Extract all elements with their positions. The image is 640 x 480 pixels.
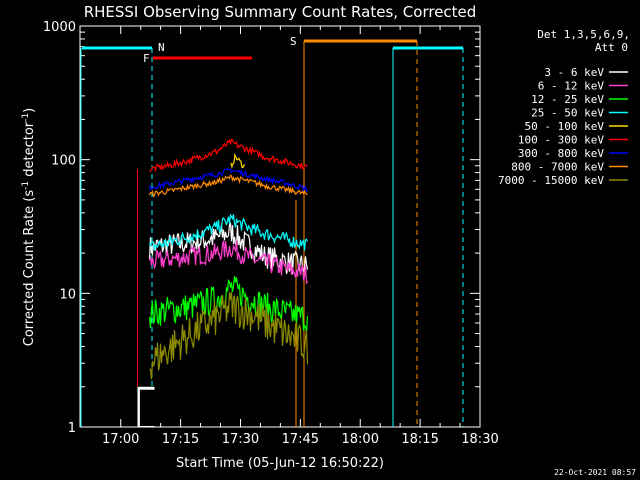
x-tick-label: 18:00 [342,432,379,447]
flare-flag-label: F [143,52,150,65]
legend-entry-label: 50 - 100 keV [525,120,605,133]
series-line-3 [148,213,309,251]
x-tick-label: 17:15 [162,432,199,447]
series-lead-block-inner [139,389,155,426]
series-line-1 [148,240,309,284]
legend-entry-label: 800 - 7000 keV [511,161,604,174]
x-tick-label: 17:45 [282,432,319,447]
legend-entry-label: 12 - 25 keV [531,93,604,106]
legend-entry-label: 6 - 12 keV [538,80,605,93]
series-group [136,138,309,427]
chart-title: RHESSI Observing Summary Count Rates, Co… [84,3,477,21]
legend-entry-label: 25 - 50 keV [531,107,604,120]
y-axis-label: Corrected Count Rate (s-1 detector-1) [21,108,37,346]
legend-entry-label: 3 - 6 keV [544,66,604,79]
legend-entry-label: 100 - 300 keV [518,134,604,147]
y-tick-label: 1 [68,421,76,436]
y-axis-label-end: ) [22,108,37,113]
y-axis-label-main: Corrected Count Rate (s [22,190,37,347]
legend-entry-label: 7000 - 15000 keV [498,174,604,187]
x-axis: 17:00 17:15 17:30 17:45 18:00 18:15 18:30 [102,26,499,447]
series-line-6 [148,167,308,193]
saa-flag-label: S [290,35,297,48]
legend-title: Det 1,3,5,6,9, [537,28,630,41]
legend-entry-label: 300 - 800 keV [518,147,604,160]
y-tick-label: 10 [59,287,76,302]
x-tick-label: 17:30 [222,432,259,447]
y-axis: 1 10 100 1000 [43,20,480,436]
timestamp: 22-Oct-2021 08:57 [554,468,636,477]
legend-subtitle: Att 0 [595,41,628,54]
y-tick-label: 100 [51,154,76,169]
series-line-7 [148,174,308,198]
night-flag-label: N [158,41,165,54]
x-tick-label: 17:00 [102,432,139,447]
y-tick-label: 1000 [43,20,76,35]
x-axis-label: Start Time (05-Jun-12 16:50:22) [176,456,384,471]
series-line-8 [149,291,309,380]
series-line-4 [230,152,245,169]
x-tick-label: 18:15 [401,432,438,447]
y-axis-label-mid: detector [22,121,37,181]
y-axis-label-sup1: -1 [21,181,31,190]
y-axis-label-sup2: -1 [21,113,31,122]
series-line-5 [148,138,308,173]
x-tick-label: 18:30 [461,432,498,447]
